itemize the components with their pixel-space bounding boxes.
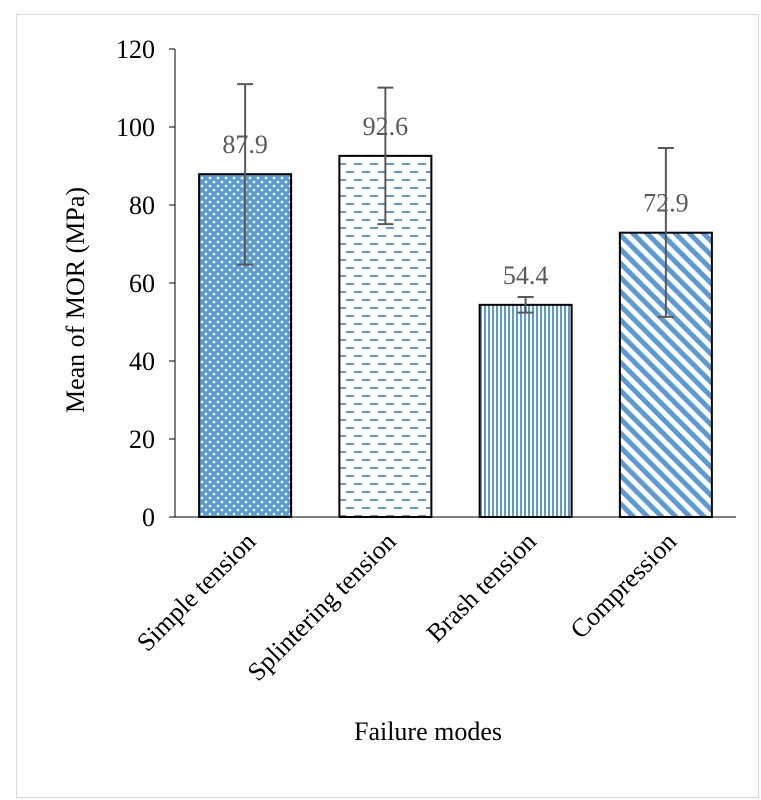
x-tick-label: Compression <box>565 527 683 645</box>
y-tick-label: 100 <box>116 113 155 142</box>
value-label: 54.4 <box>503 261 549 290</box>
x-tick-label: Simple tension <box>131 527 261 657</box>
bar-brash-tension <box>478 303 573 518</box>
y-tick-label: 80 <box>129 191 155 220</box>
y-tick-label: 0 <box>142 503 155 532</box>
y-tick-label: 120 <box>116 35 155 64</box>
y-axis-ticks: 0 20 40 60 80 100 120 <box>116 35 175 532</box>
value-label: 92.6 <box>363 112 409 141</box>
value-labels: 87.9 92.6 54.4 72.9 <box>222 112 688 290</box>
bars <box>198 154 713 519</box>
y-tick-label: 60 <box>129 269 155 298</box>
x-tick-label: Brash tension <box>421 527 542 648</box>
error-bars <box>237 83 674 318</box>
y-tick-label: 20 <box>129 425 155 454</box>
value-label: 87.9 <box>222 130 268 159</box>
y-axis-title: Mean of MOR (MPa) <box>61 187 90 413</box>
x-axis-title: Failure modes <box>354 717 502 746</box>
y-tick-label: 40 <box>129 347 155 376</box>
x-tick-label: Splintering tension <box>242 527 402 687</box>
value-label: 72.9 <box>643 189 689 218</box>
